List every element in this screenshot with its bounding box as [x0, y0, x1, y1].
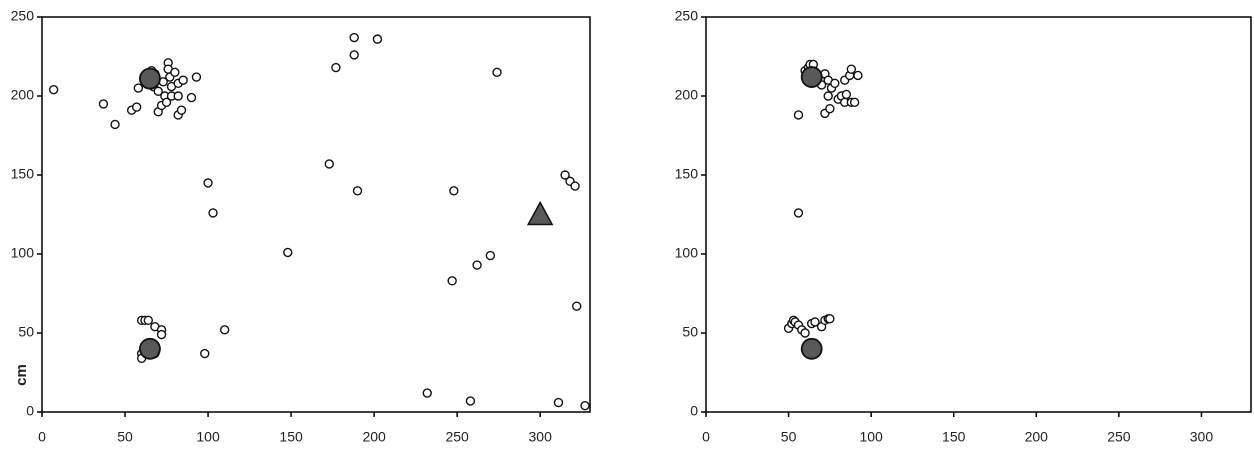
point — [203, 178, 213, 188]
point — [580, 400, 590, 411]
point — [352, 186, 363, 196]
x-tick-label: 100 — [859, 429, 883, 445]
point — [553, 397, 564, 408]
point — [110, 119, 120, 130]
large-marker — [139, 67, 161, 90]
x-tick-label: 250 — [445, 429, 469, 445]
point — [823, 91, 833, 101]
point — [208, 208, 218, 218]
y-tick-label: 100 — [675, 245, 699, 261]
point — [324, 159, 334, 169]
x-tick-label: 100 — [196, 429, 220, 445]
point — [176, 105, 187, 115]
point — [841, 89, 852, 100]
point — [349, 32, 359, 43]
point — [186, 92, 197, 103]
point — [191, 72, 202, 82]
point — [825, 314, 835, 324]
y-tick-label: 150 — [11, 166, 35, 182]
point — [492, 67, 502, 78]
point — [178, 75, 188, 85]
point — [853, 70, 863, 81]
x-tick-label: 250 — [1107, 429, 1131, 445]
point — [810, 317, 820, 327]
large-marker — [800, 337, 823, 360]
point — [422, 388, 432, 398]
y-tick-label: 50 — [682, 324, 698, 340]
x-tick-label: 200 — [362, 429, 386, 445]
point — [349, 50, 359, 60]
y-tick-label: 200 — [11, 87, 35, 103]
point — [173, 91, 183, 101]
point — [846, 64, 857, 74]
y-tick-label: 50 — [18, 324, 34, 340]
point — [283, 247, 293, 258]
x-tick-label: 200 — [1025, 429, 1049, 445]
point — [793, 110, 804, 120]
y-tick-label: 150 — [675, 166, 699, 182]
triangle-marker — [526, 200, 554, 226]
point — [153, 86, 163, 96]
x-tick-label: 50 — [117, 429, 133, 445]
x-tick-label: 300 — [529, 429, 553, 445]
plot-frame — [41, 16, 591, 413]
point — [48, 84, 59, 95]
point — [572, 301, 582, 311]
point — [170, 67, 180, 78]
x-tick-label: 300 — [1190, 429, 1214, 445]
point — [133, 83, 144, 93]
point — [156, 329, 167, 340]
point — [143, 315, 153, 326]
x-tick-label: 0 — [38, 429, 46, 445]
point — [219, 325, 230, 335]
y-tick-label: 0 — [690, 403, 698, 419]
point — [331, 62, 341, 73]
y-tick-label: 100 — [11, 245, 35, 261]
y-tick-label: 250 — [675, 8, 699, 24]
point — [830, 78, 840, 89]
point — [570, 181, 580, 191]
x-tick-label: 150 — [279, 429, 303, 445]
point — [465, 396, 476, 406]
point — [485, 250, 496, 261]
point — [98, 99, 109, 109]
x-tick-label: 50 — [781, 429, 797, 445]
y-tick-label: 250 — [11, 8, 35, 24]
point — [200, 348, 210, 359]
large-marker — [139, 337, 161, 360]
point — [372, 34, 383, 44]
point — [472, 260, 482, 270]
plot-frame — [705, 16, 1252, 413]
large-marker — [800, 66, 823, 88]
point — [825, 103, 835, 114]
point — [161, 97, 172, 108]
point — [449, 186, 459, 196]
point — [131, 102, 142, 112]
point — [447, 276, 457, 286]
x-tick-label: 0 — [702, 429, 710, 445]
y-tick-label: 200 — [675, 87, 699, 103]
point — [849, 97, 860, 108]
point — [560, 170, 570, 180]
x-tick-label: 150 — [942, 429, 966, 445]
y-axis-label: cm — [13, 364, 30, 386]
point — [793, 208, 804, 218]
point — [800, 328, 810, 338]
y-tick-label: 0 — [26, 403, 34, 419]
